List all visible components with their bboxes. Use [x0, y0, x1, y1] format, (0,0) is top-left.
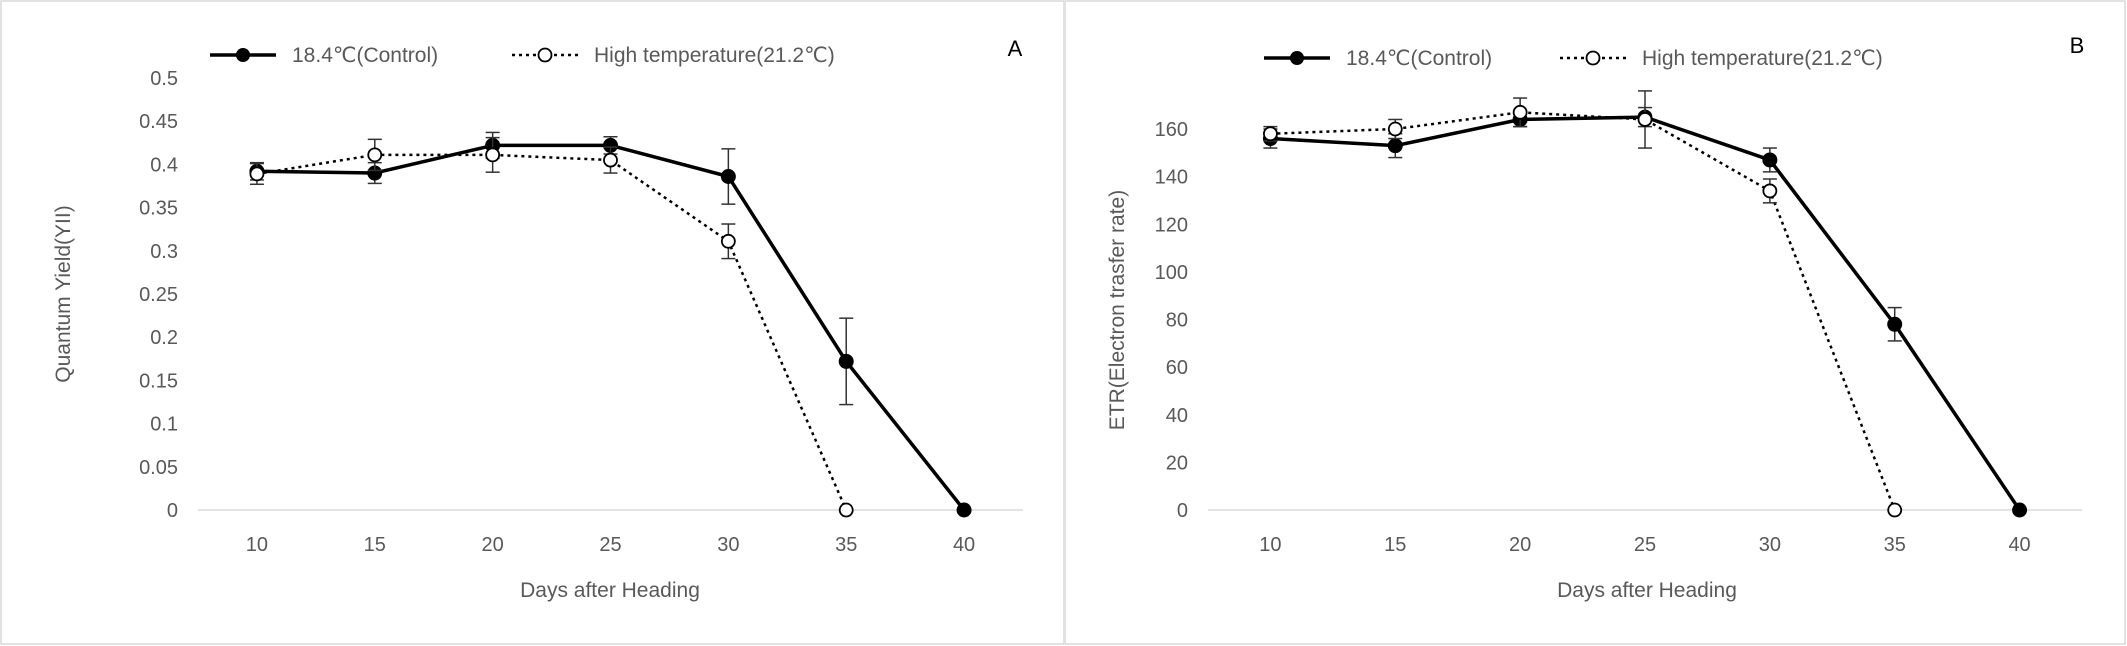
data-point-high-temperature: [1762, 183, 1778, 199]
y-tick-label: 80: [1166, 310, 1188, 332]
series-line-high-temperature: [256, 153, 848, 511]
x-tick-label: 35: [1884, 534, 1906, 556]
data-point-high-temperature: [838, 502, 854, 518]
y-tick-label: 0.25: [139, 284, 178, 306]
data-point-control: [838, 353, 854, 369]
data-point-high-temperature: [1637, 112, 1653, 127]
y-tick-label: 0.15: [139, 370, 178, 392]
chart-a-svg: 0 0.05 0.1 0.15 0.2 0.25 0.3 0.35 0.4 0.45 0.5 10 15…: [0, 0, 1065, 645]
y-tick-label: 0.45: [139, 111, 178, 133]
legend-label-control: 18.4℃(Control): [1346, 47, 1492, 70]
legend-marker-high-temperature: [537, 47, 553, 63]
x-tick-label: 10: [246, 534, 268, 556]
x-tick-label: 20: [1509, 534, 1531, 556]
x-tick-label: 25: [599, 534, 621, 556]
chart-panel-b: 0 20 40 60 80 100 120 140 160 10 15 20 25 30 35 40 Days …: [1064, 0, 2127, 646]
y-tick-label: 160: [1155, 119, 1188, 141]
data-point-high-temperature: [720, 233, 736, 249]
data-point-high-temperature: [603, 152, 618, 168]
y-tick-label: 0.3: [150, 241, 178, 263]
legend-label-high-temperature: High temperature(21.2℃): [594, 44, 835, 67]
x-tick-label: 25: [1634, 534, 1656, 556]
x-tick-label: 40: [2008, 534, 2030, 556]
y-tick-label: 20: [1166, 452, 1188, 474]
data-point-high-temperature: [485, 147, 501, 163]
y-tick-label: 0.4: [150, 154, 178, 176]
data-point-high-temperature: [249, 166, 265, 182]
x-tick-label: 30: [717, 534, 739, 556]
y-tick-label: 0.5: [150, 68, 178, 90]
data-point-high-temperature: [1387, 121, 1403, 137]
legend-marker-control: [1290, 51, 1304, 65]
series-line-high-temperature: [1270, 111, 1896, 511]
data-point-control: [2012, 502, 2028, 518]
x-tick-label: 30: [1759, 534, 1781, 556]
data-point-control: [1762, 152, 1778, 168]
y-tick-label: 0: [167, 500, 178, 522]
y-axis-title: Quantum Yield(YII): [52, 205, 75, 382]
data-point-high-temperature: [367, 147, 383, 163]
chart-b-svg: 0 20 40 60 80 100 120 140 160 10 15 20 25 30 35 40 Days …: [1064, 0, 2126, 645]
x-tick-label: 20: [482, 534, 504, 556]
y-tick-label: 60: [1166, 357, 1188, 379]
legend-marker-high-temperature: [1585, 50, 1601, 66]
data-point-high-temperature: [1887, 502, 1903, 518]
legend-marker-control: [236, 48, 250, 62]
x-tick-label: 15: [1384, 534, 1406, 556]
x-tick-label: 35: [835, 534, 857, 556]
data-point-control: [1887, 316, 1903, 332]
y-axis-title: ETR(Electron trasfer rate): [1106, 190, 1129, 430]
panel-letter: A: [1008, 36, 1023, 61]
panel-letter: B: [2070, 33, 2085, 58]
y-tick-label: 0: [1177, 500, 1188, 522]
data-point-high-temperature: [1263, 126, 1278, 142]
y-tick-label: 0.05: [139, 457, 178, 479]
y-tick-label: 120: [1155, 214, 1188, 236]
legend-label-high-temperature: High temperature(21.2℃): [1642, 47, 1883, 70]
y-tick-label: 0.1: [150, 414, 178, 436]
data-point-control: [1387, 138, 1403, 154]
x-tick-label: 15: [364, 534, 386, 556]
chart-frame: [1064, 0, 2126, 645]
x-tick-label: 40: [953, 534, 975, 556]
y-tick-label: 0.35: [139, 198, 178, 220]
data-point-control: [956, 502, 972, 518]
y-tick-label: 40: [1166, 405, 1188, 427]
data-point-high-temperature: [1512, 104, 1528, 120]
y-tick-label: 0.2: [150, 327, 178, 349]
legend-label-control: 18.4℃(Control): [292, 44, 438, 67]
data-point-control: [720, 168, 736, 184]
chart-frame: [0, 0, 1065, 645]
y-tick-label: 140: [1155, 167, 1188, 189]
x-axis-title: Days after Heading: [520, 579, 700, 602]
x-tick-label: 10: [1259, 534, 1281, 556]
x-axis-title: Days after Heading: [1557, 579, 1737, 602]
y-tick-label: 100: [1155, 262, 1188, 284]
chart-panel-a: 0 0.05 0.1 0.15 0.2 0.25 0.3 0.35 0.4 0.45 0.5 10 15…: [0, 0, 1066, 646]
